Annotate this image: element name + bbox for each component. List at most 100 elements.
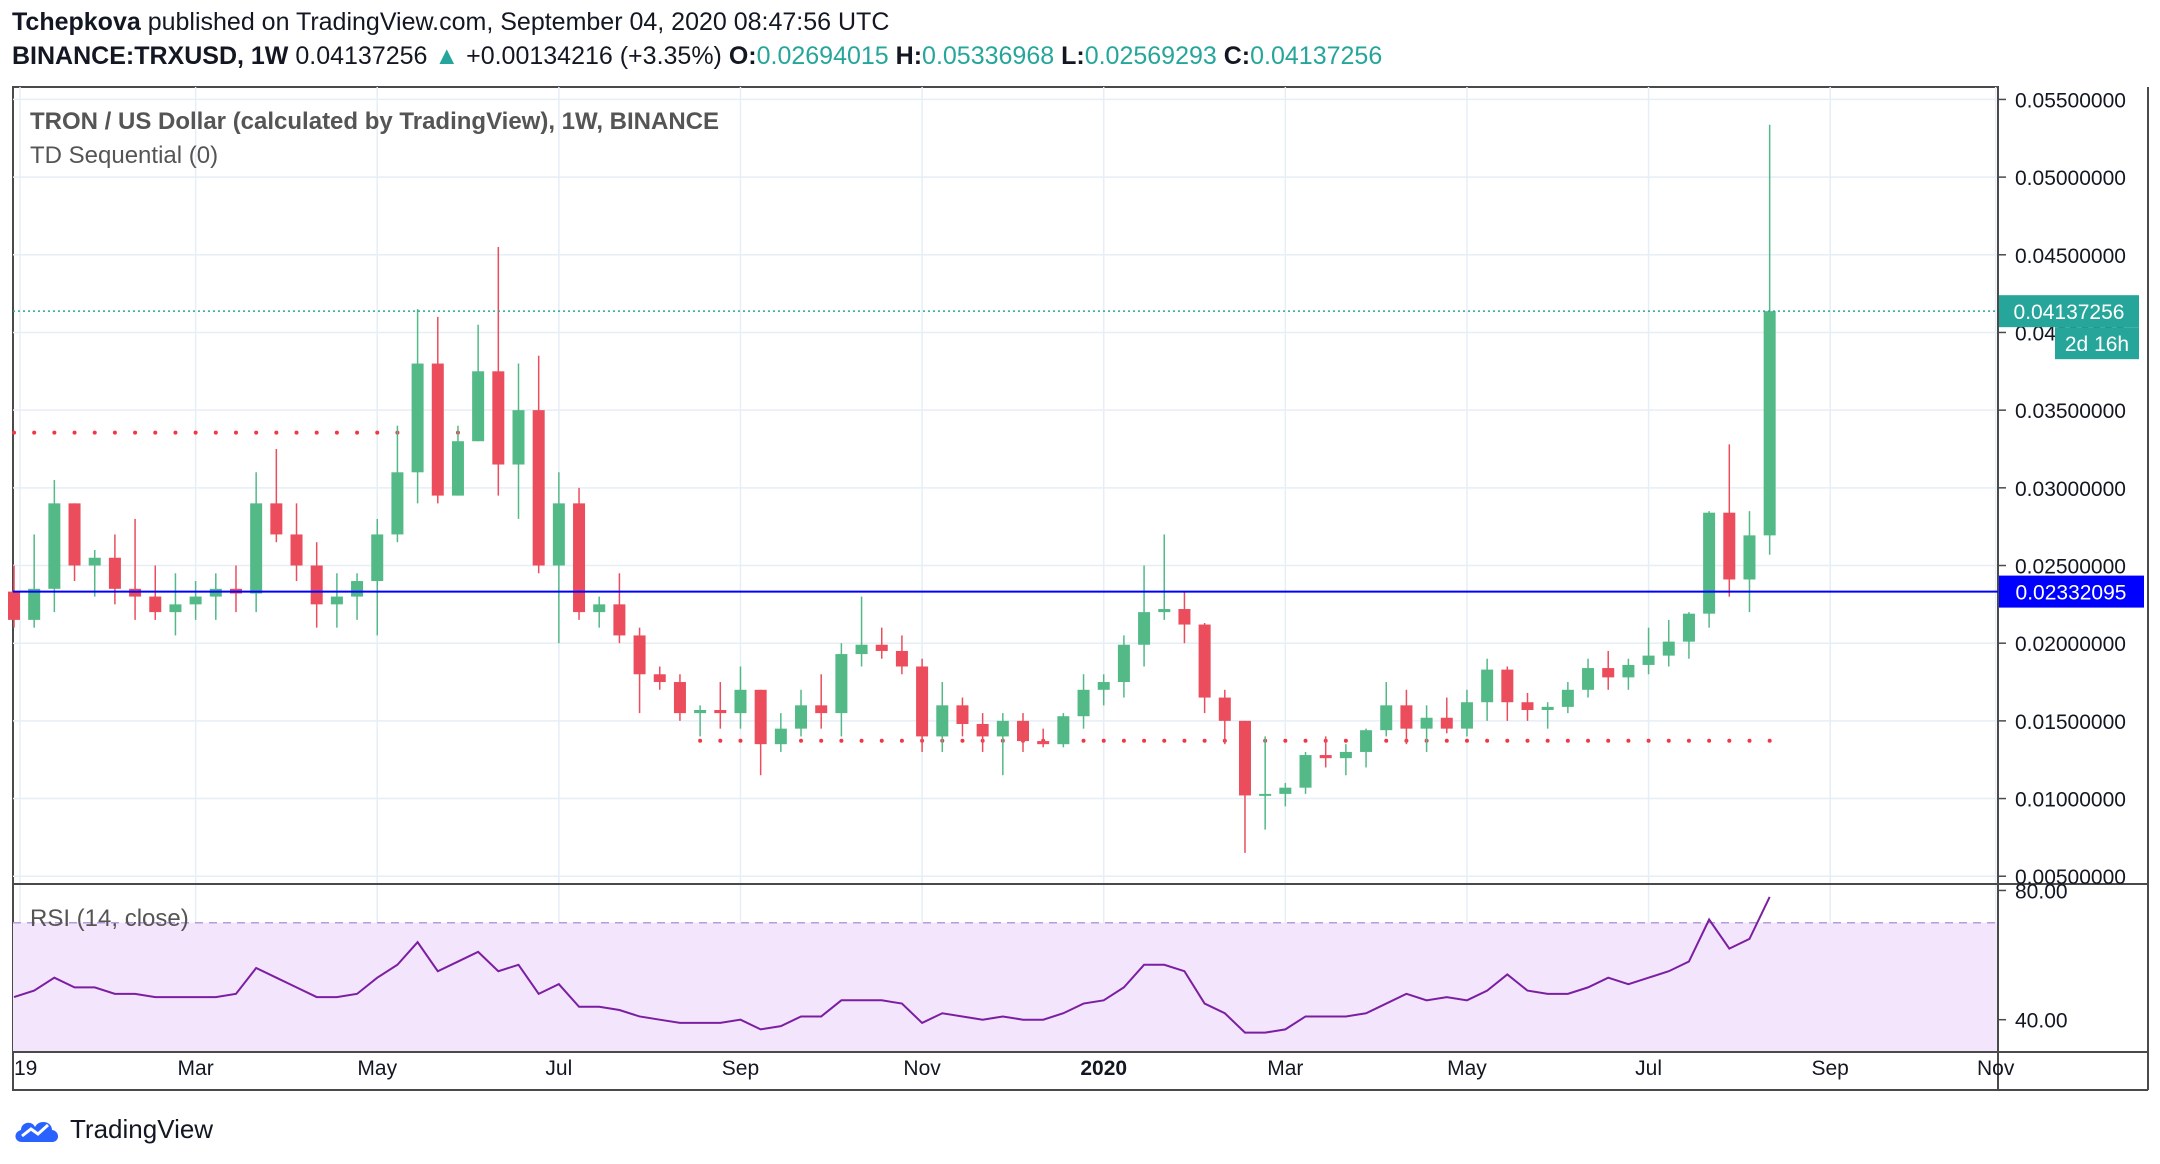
candle-body [250,503,263,594]
candle-body [330,596,343,605]
rsi-line [13,896,1771,1034]
td-resistance-dot [173,430,178,435]
rsi-tick-label: 80.00 [2015,880,2068,903]
price-tick-label: 0.03000000 [2015,478,2126,501]
candle-body [1117,644,1130,683]
candles [8,124,1776,853]
candle-body [1037,741,1050,745]
price-tick-label: 0.00500000 [2015,866,2126,889]
td-support-dot [1081,738,1086,743]
td-support-dot [1686,738,1691,743]
last-price-badge-bg [1999,295,2139,328]
time-tick-label: Sep [722,1057,759,1080]
candle-body [1743,535,1756,580]
candle-body [956,705,969,724]
candle-body [613,604,626,636]
time-tick-label: Mar [178,1057,214,1080]
up-arrow-icon: ▲ [434,42,460,70]
candle-body [532,410,545,566]
candle-body [1723,512,1736,580]
candle-body [815,705,828,714]
td-support-dot [1525,738,1530,743]
td-resistance-dot [32,430,37,435]
candle-body [351,581,364,597]
td-resistance-dot [355,430,360,435]
last-price: 0.04137256 [295,42,428,70]
td-support-dot [1626,738,1631,743]
candle-body [1077,689,1090,717]
price-tick-label: 0.02500000 [2015,556,2126,579]
time-tick-label: May [357,1057,397,1080]
candle-body [108,557,121,589]
candle-body [1198,624,1211,698]
candle-body [1360,730,1373,752]
candle-body [1380,705,1393,731]
candle-body [1238,720,1251,796]
candle-body [573,503,586,613]
candle-body [411,363,424,473]
candle-body [492,371,505,465]
candle-body [129,588,142,597]
low-label: L: [1061,42,1085,70]
candle-body [451,441,464,496]
td-support-dot [1121,738,1126,743]
candle-body [1763,311,1776,536]
price-tick-label: 0.05000000 [2015,167,2126,190]
candle-body [1218,697,1231,721]
candle-body [1259,793,1272,796]
candle-body [996,720,1009,737]
td-resistance-dot [72,430,77,435]
td-support-dot [1707,738,1712,743]
candle-body [1057,716,1070,745]
price-tick-label: 0.05500000 [2015,89,2126,112]
td-support-dot [738,738,743,743]
rsi-label: RSI (14, close) [30,905,189,932]
td-resistance-dot [153,430,158,435]
candle-body [1138,612,1151,645]
close-value: 0.04137256 [1250,42,1383,70]
td-resistance-dot [274,430,279,435]
open-value: 0.02694015 [756,42,889,70]
open-label: O: [728,42,757,70]
candle-body [1279,787,1292,794]
td-support-dot [819,738,824,743]
candle-body [1481,669,1494,703]
td-resistance-dot [334,430,339,435]
candle-body [1622,664,1635,678]
td-support-dot [1384,738,1389,743]
td-support-dot [1666,738,1671,743]
td-resistance-dot [133,430,138,435]
candle-body [673,682,686,714]
td-resistance-dot [112,430,117,435]
candle-body [835,654,848,714]
candle-body [895,650,908,667]
td-resistance-dot [193,430,198,435]
td-resistance-dot [213,430,218,435]
candle-body [774,728,787,745]
tradingview-logo[interactable]: TradingView [12,1112,213,1146]
candle-body [1541,706,1554,710]
time-tick-label: 19 [14,1057,37,1080]
candle-body [1582,668,1595,690]
td-support-dot [899,738,904,743]
symbol-info: BINANCE:TRXUSD, 1W 0.04137256 ▲ +0.00134… [12,42,1382,71]
candle-body [48,503,61,589]
candle-body [1642,655,1655,665]
price-tick-label: 0.01000000 [2015,789,2126,812]
price-tick-label: 0.04500000 [2015,245,2126,268]
candle-body [371,534,384,582]
candle-body [431,363,444,496]
candle-body [1662,641,1675,656]
candle-body [1703,512,1716,614]
td-support-dot [1767,738,1772,743]
candle-body [1420,717,1433,729]
td-resistance-dot [52,430,57,435]
candle-body [512,410,525,465]
td-support-dot [859,738,864,743]
td-support-dot [839,738,844,743]
candle-body [593,604,606,613]
candle-body [1460,702,1473,729]
td-support-dot [1162,738,1167,743]
td-support-dot [960,738,965,743]
